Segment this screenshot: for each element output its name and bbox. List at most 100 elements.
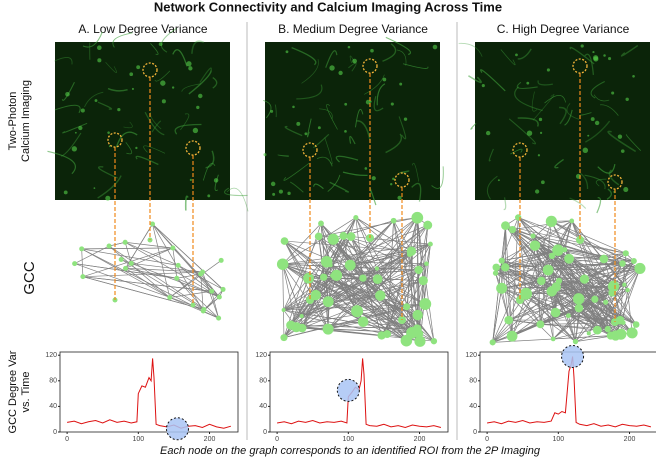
edge — [501, 217, 519, 261]
neurite — [291, 47, 317, 66]
node — [344, 259, 356, 271]
neurite — [516, 81, 538, 89]
neurite — [585, 120, 611, 143]
edge — [424, 303, 435, 342]
node — [123, 265, 129, 271]
cell — [329, 65, 335, 71]
edge — [284, 240, 420, 335]
cell — [390, 102, 394, 106]
neurite — [593, 94, 610, 102]
neurite — [160, 27, 178, 53]
edge — [511, 253, 626, 337]
neurite — [396, 49, 407, 66]
caption: Each node on the graph corresponds to an… — [160, 445, 541, 457]
edge — [108, 245, 170, 298]
edge — [326, 261, 427, 265]
node — [339, 231, 348, 240]
edge — [537, 244, 614, 287]
roi-marker — [512, 142, 528, 158]
cell — [292, 105, 295, 109]
neurite — [283, 162, 310, 181]
cell — [296, 121, 301, 126]
neurite — [559, 106, 567, 125]
edge — [504, 267, 513, 337]
edge — [569, 258, 640, 269]
node — [550, 307, 561, 318]
edge — [532, 235, 626, 254]
node — [346, 232, 356, 241]
neurite — [150, 111, 162, 130]
node — [489, 339, 496, 346]
neurite — [510, 148, 523, 155]
neurite — [517, 117, 539, 127]
imaging-panel — [55, 42, 230, 200]
cell — [526, 81, 530, 85]
edge — [121, 259, 220, 298]
edge — [406, 280, 424, 307]
row-label: GCC — [21, 261, 38, 295]
neurite — [115, 131, 138, 148]
neurite — [364, 74, 385, 95]
node — [175, 262, 181, 268]
cell — [192, 127, 199, 134]
cell — [78, 125, 83, 131]
neurite — [224, 187, 248, 197]
cell — [592, 55, 599, 61]
highlight-marker — [561, 344, 585, 368]
neurite — [486, 175, 498, 200]
node — [550, 336, 556, 342]
node — [418, 276, 428, 286]
neurite — [625, 133, 642, 151]
neurite — [154, 70, 171, 82]
edge — [537, 244, 612, 336]
neurite — [226, 187, 249, 212]
edge — [605, 302, 609, 330]
neurite — [205, 150, 215, 169]
neurite — [402, 63, 429, 69]
neurite — [62, 122, 88, 134]
network — [489, 214, 646, 346]
neurite — [399, 170, 410, 174]
edge — [323, 276, 407, 308]
neurite — [214, 174, 219, 191]
y-tick-label: 120 — [255, 352, 267, 359]
neurite — [47, 150, 76, 175]
edge — [283, 309, 413, 334]
edge — [525, 220, 573, 294]
node — [122, 239, 128, 245]
neurite — [188, 70, 212, 95]
neurite — [123, 121, 133, 129]
node — [592, 325, 602, 335]
edge — [131, 262, 203, 273]
node — [297, 323, 307, 333]
cell — [546, 68, 550, 72]
cell — [71, 146, 78, 152]
cell — [107, 131, 110, 134]
edge — [594, 299, 616, 336]
edge — [82, 276, 212, 292]
edge — [108, 241, 126, 247]
cell — [135, 146, 138, 150]
node — [632, 321, 640, 328]
neurite — [508, 118, 537, 145]
node — [423, 220, 433, 230]
node — [530, 233, 536, 239]
node — [500, 263, 510, 272]
neurite — [620, 44, 639, 57]
edge — [301, 275, 337, 329]
network — [276, 211, 438, 347]
neurite — [199, 67, 212, 83]
neurite — [212, 76, 218, 89]
cell — [432, 44, 438, 50]
x-tick-label: 200 — [204, 436, 216, 443]
roi-marker — [185, 140, 201, 156]
node — [552, 244, 564, 256]
neurite — [607, 130, 637, 153]
node — [564, 253, 575, 264]
cell — [131, 87, 134, 90]
cell — [161, 99, 166, 104]
edge — [74, 263, 204, 310]
edge — [611, 292, 637, 325]
edge — [376, 268, 418, 316]
